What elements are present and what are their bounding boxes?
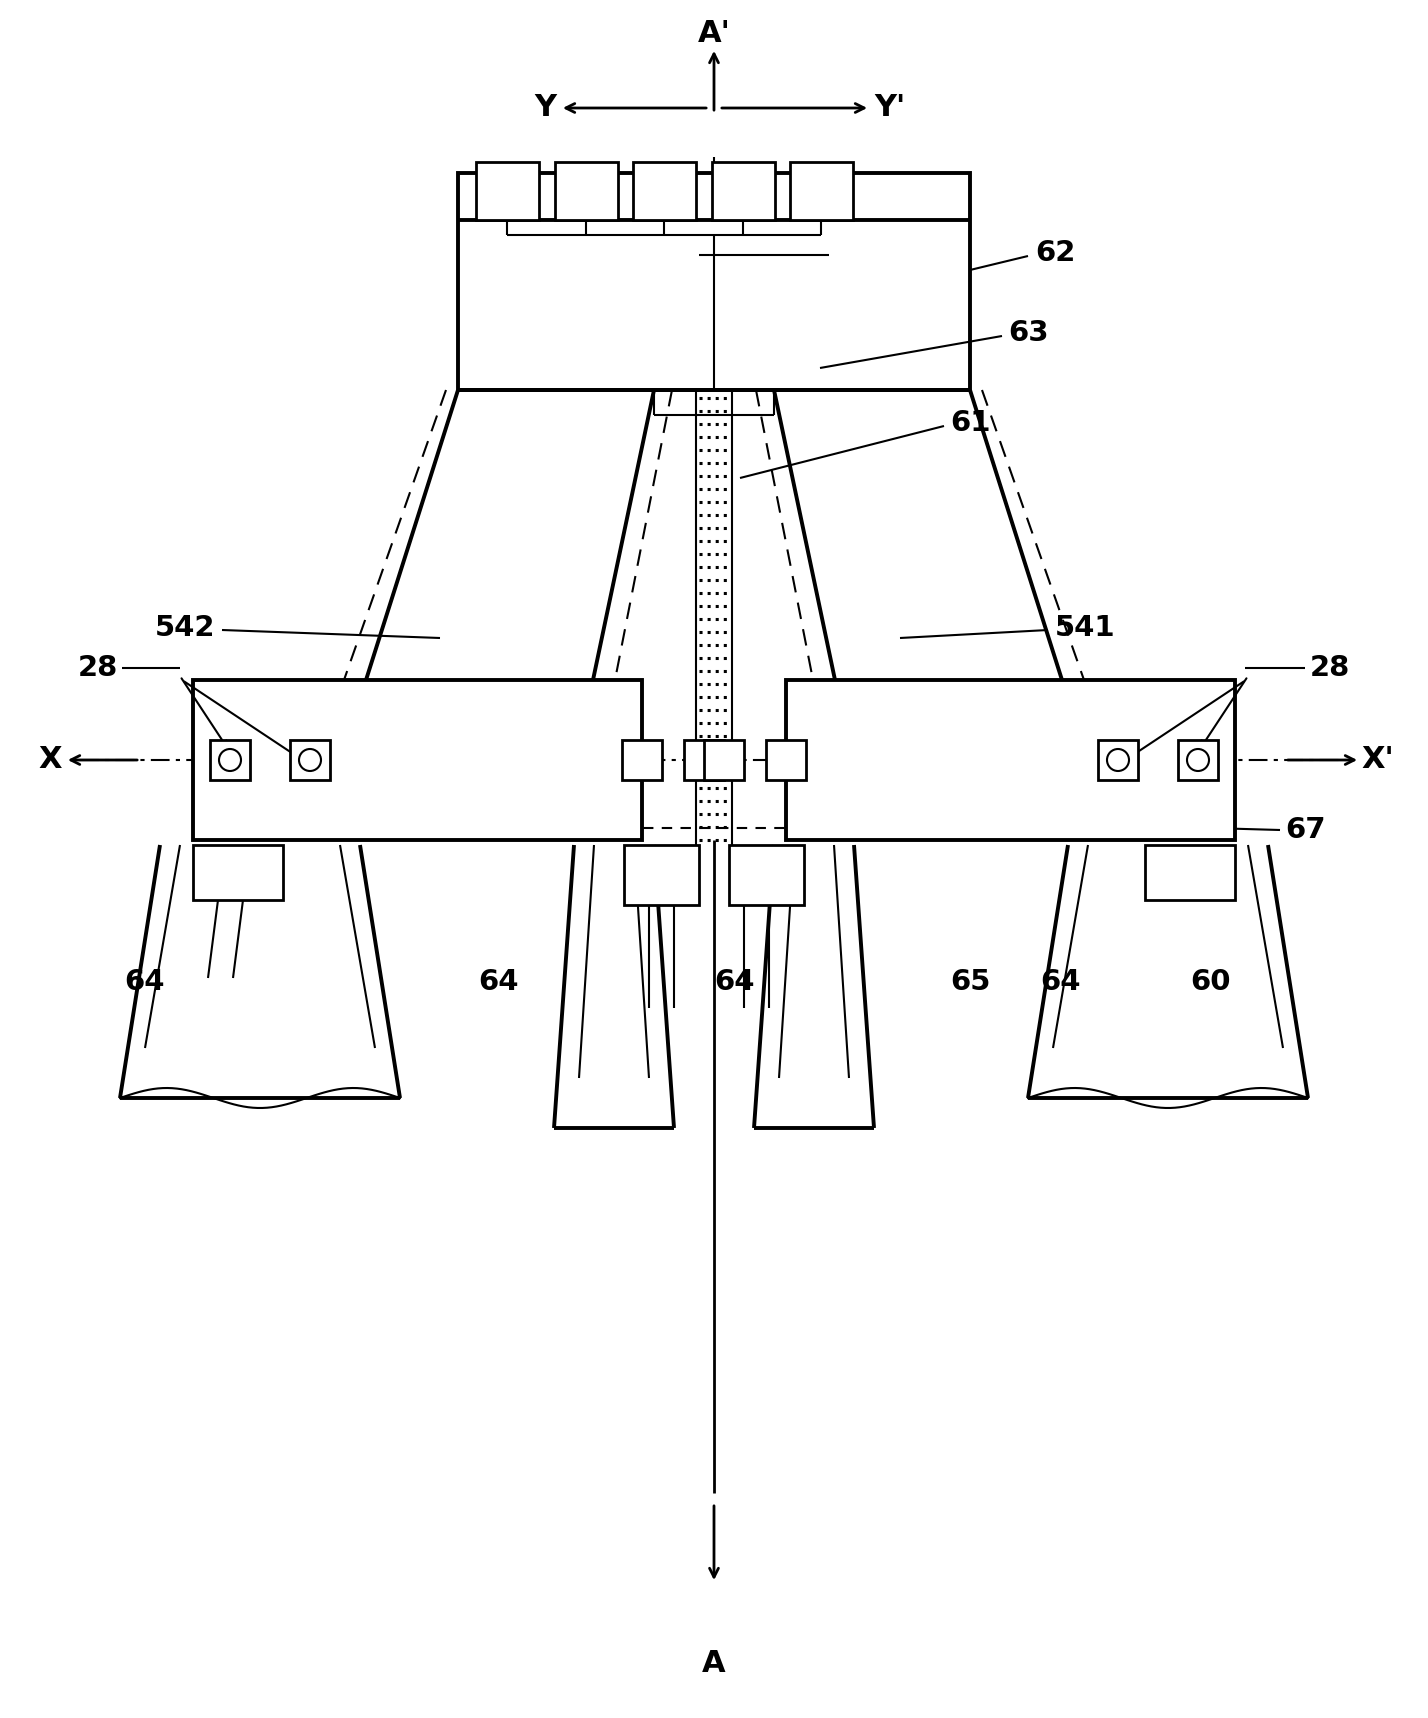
- Bar: [290, 740, 330, 780]
- Bar: [684, 740, 724, 780]
- Bar: [210, 740, 250, 780]
- Bar: [785, 680, 1235, 840]
- Text: 64: 64: [124, 967, 166, 996]
- Text: 542: 542: [154, 613, 216, 643]
- Text: 28: 28: [1309, 655, 1351, 682]
- Text: X: X: [39, 746, 61, 775]
- Bar: [193, 680, 643, 840]
- Bar: [1178, 740, 1218, 780]
- Text: 65: 65: [950, 967, 990, 996]
- Text: 541: 541: [1055, 613, 1115, 643]
- Bar: [790, 161, 853, 220]
- Text: A': A': [697, 19, 731, 48]
- Bar: [1145, 845, 1235, 900]
- Bar: [633, 161, 695, 220]
- Bar: [193, 845, 283, 900]
- Text: 64: 64: [715, 967, 755, 996]
- Text: Y': Y': [874, 93, 905, 122]
- Text: 28: 28: [77, 655, 119, 682]
- Bar: [713, 161, 775, 220]
- Text: A: A: [703, 1649, 725, 1677]
- Text: Y: Y: [534, 93, 555, 122]
- Bar: [458, 174, 970, 390]
- Bar: [623, 740, 663, 780]
- Text: 64: 64: [478, 967, 518, 996]
- Bar: [624, 845, 698, 905]
- Bar: [1098, 740, 1138, 780]
- Text: 67: 67: [1285, 816, 1325, 844]
- Bar: [476, 161, 538, 220]
- Bar: [765, 740, 805, 780]
- Bar: [555, 161, 618, 220]
- Bar: [730, 845, 804, 905]
- Text: 62: 62: [1035, 239, 1075, 266]
- Bar: [704, 740, 744, 780]
- Text: X': X': [1362, 746, 1394, 775]
- Text: 61: 61: [950, 409, 991, 436]
- Text: 60: 60: [1190, 967, 1231, 996]
- Text: 64: 64: [1040, 967, 1080, 996]
- Text: 63: 63: [1008, 320, 1048, 347]
